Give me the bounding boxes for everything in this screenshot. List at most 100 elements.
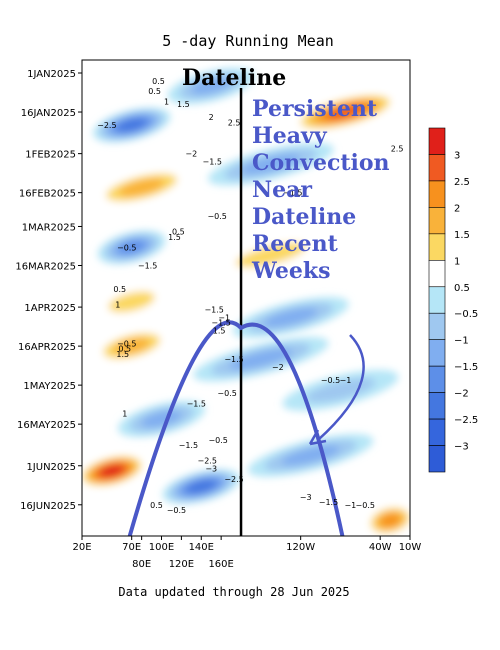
propagation-arch: [127, 320, 345, 536]
data-updated-note: Data updated through 28 Jun 2025: [118, 585, 349, 599]
annotation-line: Dateline: [252, 204, 356, 230]
y-tick-label: 1MAY2025: [23, 381, 76, 392]
colorbar-swatch: [428, 260, 446, 288]
contour-label: 2.5: [391, 144, 404, 153]
band-level: [141, 410, 182, 428]
band-level: [108, 291, 155, 313]
colorbar-swatch: [428, 339, 446, 367]
y-tick-label: 16FEB2025: [19, 189, 76, 200]
shaded-band: [92, 328, 171, 364]
contour-label: −1.5: [283, 189, 302, 198]
arrow-shaft: [317, 334, 365, 441]
annotation-line: Persistent: [252, 96, 378, 122]
y-tick-label: 16JUN2025: [20, 501, 76, 512]
contour-label: 1.5: [116, 350, 129, 359]
arch-curve: [127, 320, 345, 536]
contour-label: 1: [115, 301, 120, 310]
x-tick-label: 70E: [122, 542, 141, 553]
contour-label: 0.5: [148, 87, 161, 96]
band-level: [100, 465, 124, 477]
band-level: [118, 240, 146, 255]
contour-label: −1: [218, 314, 230, 323]
contour-label: −1: [344, 501, 356, 510]
contour-label: −1: [339, 376, 351, 385]
contour-label: −0.5: [117, 243, 136, 252]
colorbar-label: −0.5: [454, 309, 478, 320]
colorbar-label: −1.5: [454, 362, 478, 373]
contour-label: 1: [164, 98, 169, 107]
annotation-line: Heavy: [252, 123, 328, 149]
dateline-label: Dateline: [182, 65, 286, 91]
contour-label: −1.5: [187, 399, 206, 408]
contour-label: 0.5: [172, 228, 185, 237]
colorbar-swatch: [428, 127, 446, 155]
shaded-band: [117, 400, 206, 438]
x-axis: 20E 70E 100E 140E 120W 40W 10W 80E 120E 160E: [72, 536, 421, 570]
colorbar-swatch: [428, 312, 446, 340]
band-level: [281, 445, 340, 466]
colorbar-swatch: [428, 365, 446, 393]
x-tick-label: 160E: [208, 559, 233, 570]
band-level: [113, 337, 150, 355]
band-level: [305, 378, 376, 403]
band-level: [229, 348, 293, 370]
shaded-band: [365, 504, 410, 536]
colorbar-label: 1: [454, 256, 460, 267]
colorbar-label: 1.5: [454, 230, 470, 241]
contour-labels: 0.50.51 1.522.5−2.52.5−2−1.5−1.5−0.50.51.…: [97, 77, 403, 515]
contour-label: −0.5: [321, 376, 340, 385]
contour-label: −2.5: [198, 457, 217, 466]
colorbar-swatch: [428, 207, 446, 235]
colorbar-label: 3: [454, 150, 460, 161]
contour-label: −1.5: [224, 355, 243, 364]
band-level: [263, 307, 318, 328]
colorbar-swatch: [428, 418, 446, 446]
contour-label: −0.5: [117, 340, 136, 349]
colorbar-swatch: [428, 233, 446, 261]
contour-label: −2: [272, 363, 284, 372]
contour-label: 1.5: [168, 233, 181, 242]
x-tick-label: 80E: [132, 559, 151, 570]
shaded-band: [82, 454, 146, 488]
contour-label: −2: [185, 150, 197, 159]
shaded-band: [93, 168, 190, 207]
y-tick-label: 1JAN2025: [27, 69, 76, 80]
contour-label: 0.5: [113, 285, 126, 294]
y-tick-label: 16APR2025: [18, 342, 76, 353]
annotation-line: Convection: [252, 150, 390, 176]
shaded-band: [292, 92, 399, 132]
colorbar-label: −1: [454, 336, 469, 347]
contour-label: −0.5: [217, 389, 236, 398]
x-tick-label: 20E: [72, 542, 91, 553]
shaded-band: [282, 369, 399, 411]
contour-label: −0.5: [208, 436, 227, 445]
colorbar-swatch: [428, 154, 446, 182]
contour-label: 0.5: [150, 501, 163, 510]
colorbar-label: 0.5: [454, 283, 470, 294]
y-tick-label: 1APR2025: [24, 303, 76, 314]
contour-label: −1.5: [202, 157, 221, 166]
contour-label: −0.5: [167, 506, 186, 515]
annotation-line: Weeks: [251, 258, 331, 284]
contour-label: −0.5: [207, 212, 226, 221]
contour-label: 1.5: [213, 327, 226, 336]
x-tick-label: 120W: [286, 542, 315, 553]
colorbar-swatch: [428, 445, 446, 473]
y-tick-label: 1MAR2025: [22, 222, 76, 233]
colorbar-label: 2: [454, 203, 460, 214]
annotation-line: Recent: [252, 231, 339, 257]
band-level: [380, 514, 400, 527]
shaded-band: [247, 434, 374, 477]
contour-label: 0.5: [152, 77, 165, 86]
colorbar-label: −3: [454, 442, 469, 453]
contour-label: −3: [205, 464, 217, 473]
band-level: [190, 77, 232, 95]
x-tick-label: 120E: [169, 559, 194, 570]
chart-title: 5 -day Running Mean: [162, 32, 334, 50]
contour-label: 2: [209, 113, 214, 122]
band-level: [187, 480, 216, 493]
contour-label: −1.5: [179, 441, 198, 450]
contour-label: −2.5: [224, 475, 243, 484]
band-level: [236, 242, 306, 268]
shaded-band: [167, 67, 255, 105]
